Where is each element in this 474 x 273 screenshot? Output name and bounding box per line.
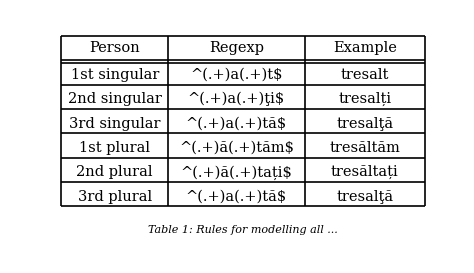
Text: ^(.+)a(.+)tă$: ^(.+)a(.+)tă$ bbox=[186, 189, 287, 204]
Text: 3rd plural: 3rd plural bbox=[78, 189, 152, 204]
Text: Example: Example bbox=[333, 41, 397, 55]
Text: ^(.+)ă(.+)tăm$: ^(.+)ă(.+)tăm$ bbox=[179, 141, 294, 155]
Text: ^(.+)a(.+)tă$: ^(.+)a(.+)tă$ bbox=[186, 117, 287, 130]
Text: 3rd singular: 3rd singular bbox=[69, 117, 161, 130]
Text: 1st singular: 1st singular bbox=[71, 68, 159, 82]
Text: tresalţă: tresalţă bbox=[336, 117, 393, 130]
Text: tresalți: tresalți bbox=[338, 92, 392, 106]
Text: Regexp: Regexp bbox=[209, 41, 264, 55]
Text: ^(.+)a(.+)ţi$: ^(.+)a(.+)ţi$ bbox=[188, 92, 285, 106]
Text: tresalt: tresalt bbox=[341, 68, 389, 82]
Text: tresalţă: tresalţă bbox=[336, 189, 393, 204]
Text: tresăltați: tresăltați bbox=[331, 165, 399, 179]
Text: 1st plural: 1st plural bbox=[79, 141, 150, 155]
Text: ^(.+)ă(.+)tați$: ^(.+)ă(.+)tați$ bbox=[181, 165, 292, 180]
Bar bbox=[61, 36, 425, 206]
Text: tresăltăm: tresăltăm bbox=[329, 141, 400, 155]
Text: ^(.+)a(.+)t$: ^(.+)a(.+)t$ bbox=[190, 68, 283, 82]
Text: 2nd singular: 2nd singular bbox=[68, 92, 162, 106]
Text: Table 1: Rules for modelling all ...: Table 1: Rules for modelling all ... bbox=[148, 225, 338, 235]
Text: 2nd plural: 2nd plural bbox=[76, 165, 153, 179]
Text: Person: Person bbox=[90, 41, 140, 55]
